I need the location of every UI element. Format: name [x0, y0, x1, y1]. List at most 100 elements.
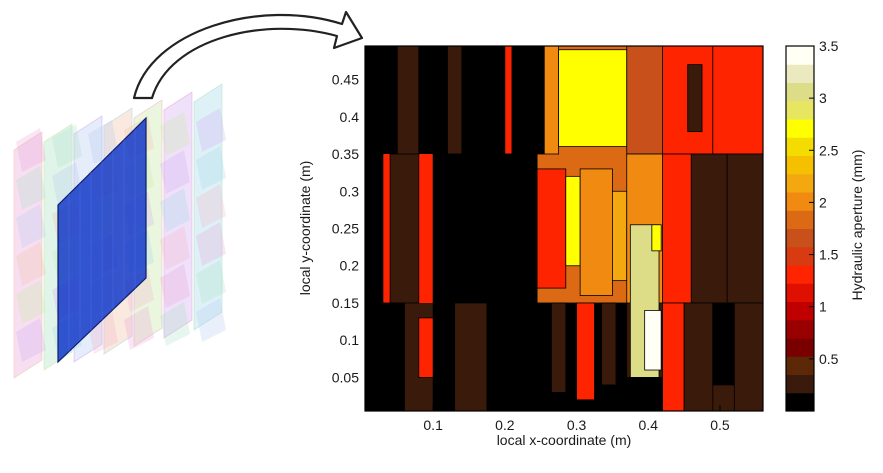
aperture-patch-16 — [565, 175, 581, 267]
colorbar-tick-label-6: 3.5 — [819, 38, 839, 54]
colorbar-level-18 — [786, 64, 814, 83]
x-axis-ticks: 0.1 0.2 0.3 0.4 0.5 — [423, 405, 730, 433]
network-facet — [196, 222, 226, 266]
aperture-patch-21 — [576, 302, 595, 401]
network-facet — [160, 226, 190, 270]
network-facet — [160, 150, 190, 194]
colorbar-level-5 — [786, 301, 814, 321]
aperture-patch-18 — [612, 190, 628, 282]
colorbar-level-3 — [786, 338, 814, 357]
y-tick-label-4: 0.25 — [332, 221, 359, 237]
aperture-patch-29 — [662, 153, 692, 304]
fracture-network-illustration — [13, 83, 226, 379]
aperture-patch-9 — [418, 317, 434, 378]
network-facet — [124, 306, 154, 350]
aperture-patch-39 — [733, 302, 764, 412]
colorbar-label: Hydraulic aperture (mm) — [849, 150, 865, 301]
network-facet — [52, 124, 82, 168]
network-panel — [13, 131, 43, 379]
y-tick-label-6: 0.35 — [332, 146, 359, 162]
colorbar-scale — [786, 46, 814, 412]
aperture-patch-22 — [601, 302, 617, 386]
network-facet — [160, 264, 190, 308]
colorbar-level-9 — [786, 228, 814, 248]
y-tick-label-1: 0.1 — [340, 332, 360, 348]
network-facet — [196, 260, 226, 304]
aperture-patch-37 — [683, 302, 714, 412]
arrow-body — [132, 10, 364, 100]
y-tick-label-0: 0.05 — [332, 369, 359, 385]
y-axis-label: local y-coordinate (m) — [297, 161, 313, 296]
aperture-patch-17 — [579, 168, 613, 296]
aperture-heatmap — [364, 45, 764, 412]
colorbar-frame — [785, 45, 815, 412]
network-facet — [196, 298, 226, 342]
aperture-patch-38 — [712, 302, 735, 386]
colorbar: 0.5 1 1.5 2 2.5 3 3.5 Hydraulic aperture (mm) — [785, 38, 865, 412]
network-facet — [196, 108, 226, 152]
aperture-patch-33 — [644, 310, 662, 371]
aperture-patch-1 — [396, 45, 420, 155]
aperture-patch-2 — [447, 45, 463, 155]
colorbar-level-15 — [786, 119, 814, 138]
colorbar-level-7 — [786, 265, 814, 284]
colorbar-level-19 — [786, 46, 814, 65]
aperture-patch-36 — [662, 302, 685, 412]
colorbar-level-8 — [786, 246, 814, 266]
network-facet — [16, 280, 46, 324]
network-facet — [160, 112, 190, 156]
colorbar-level-0 — [786, 392, 814, 412]
network-facet — [196, 184, 226, 228]
aperture-patch-8 — [432, 302, 456, 412]
colorbar-level-14 — [786, 137, 814, 156]
colorbar-level-11 — [786, 192, 814, 211]
x-tick-label-2: 0.3 — [567, 417, 587, 433]
aperture-patch-30 — [690, 153, 728, 304]
y-tick-label-2: 0.15 — [332, 295, 359, 311]
colorbar-level-10 — [786, 210, 814, 229]
aperture-patch-25 — [687, 64, 703, 133]
curved-arrow — [132, 10, 364, 100]
aperture-patch-15 — [536, 168, 567, 289]
colorbar-level-2 — [786, 356, 814, 375]
network-facet — [16, 166, 46, 210]
network-panel — [163, 91, 193, 339]
aperture-patch-5 — [389, 153, 420, 304]
aperture-patch-7 — [382, 302, 405, 412]
network-panel — [193, 83, 223, 331]
aperture-patch-27 — [712, 45, 764, 155]
colorbar-level-6 — [786, 283, 814, 302]
colorbar-tick-label-2: 1.5 — [819, 247, 839, 263]
y-tick-label-5: 0.3 — [340, 183, 360, 199]
aperture-patch-10 — [486, 302, 513, 412]
colorbar-level-16 — [786, 100, 814, 120]
x-tick-label-3: 0.4 — [639, 417, 659, 433]
network-facet — [160, 302, 190, 346]
colorbar-level-1 — [786, 374, 814, 394]
network-facet — [196, 146, 226, 190]
aperture-patch-23 — [626, 45, 664, 155]
aperture-patch-31 — [726, 153, 764, 304]
y-tick-label-7: 0.4 — [340, 109, 360, 125]
fracture-panel-6 — [365, 46, 513, 155]
aperture-patch-3 — [504, 45, 513, 155]
aperture-patch-35 — [626, 377, 664, 412]
y-tick-label-3: 0.2 — [340, 258, 360, 274]
x-axis-label: local x-coordinate (m) — [497, 432, 632, 448]
x-tick-label-0: 0.1 — [423, 417, 443, 433]
colorbar-level-17 — [786, 82, 814, 102]
colorbar-tick-label-3: 2 — [819, 194, 827, 210]
colorbar-ticks: 0.5 1 1.5 2 2.5 3 3.5 — [809, 38, 839, 367]
aperture-patch-12 — [543, 45, 560, 155]
aperture-patch-11 — [511, 45, 545, 155]
aperture-patch-20 — [551, 302, 567, 393]
network-facet — [16, 318, 46, 362]
network-facet — [16, 128, 46, 172]
network-facet — [160, 188, 190, 232]
x-tick-label-1: 0.2 — [495, 417, 515, 433]
y-tick-label-8: 0.45 — [332, 72, 359, 88]
network-facet — [16, 242, 46, 286]
aperture-patch-34 — [651, 224, 662, 252]
colorbar-level-13 — [786, 155, 814, 175]
